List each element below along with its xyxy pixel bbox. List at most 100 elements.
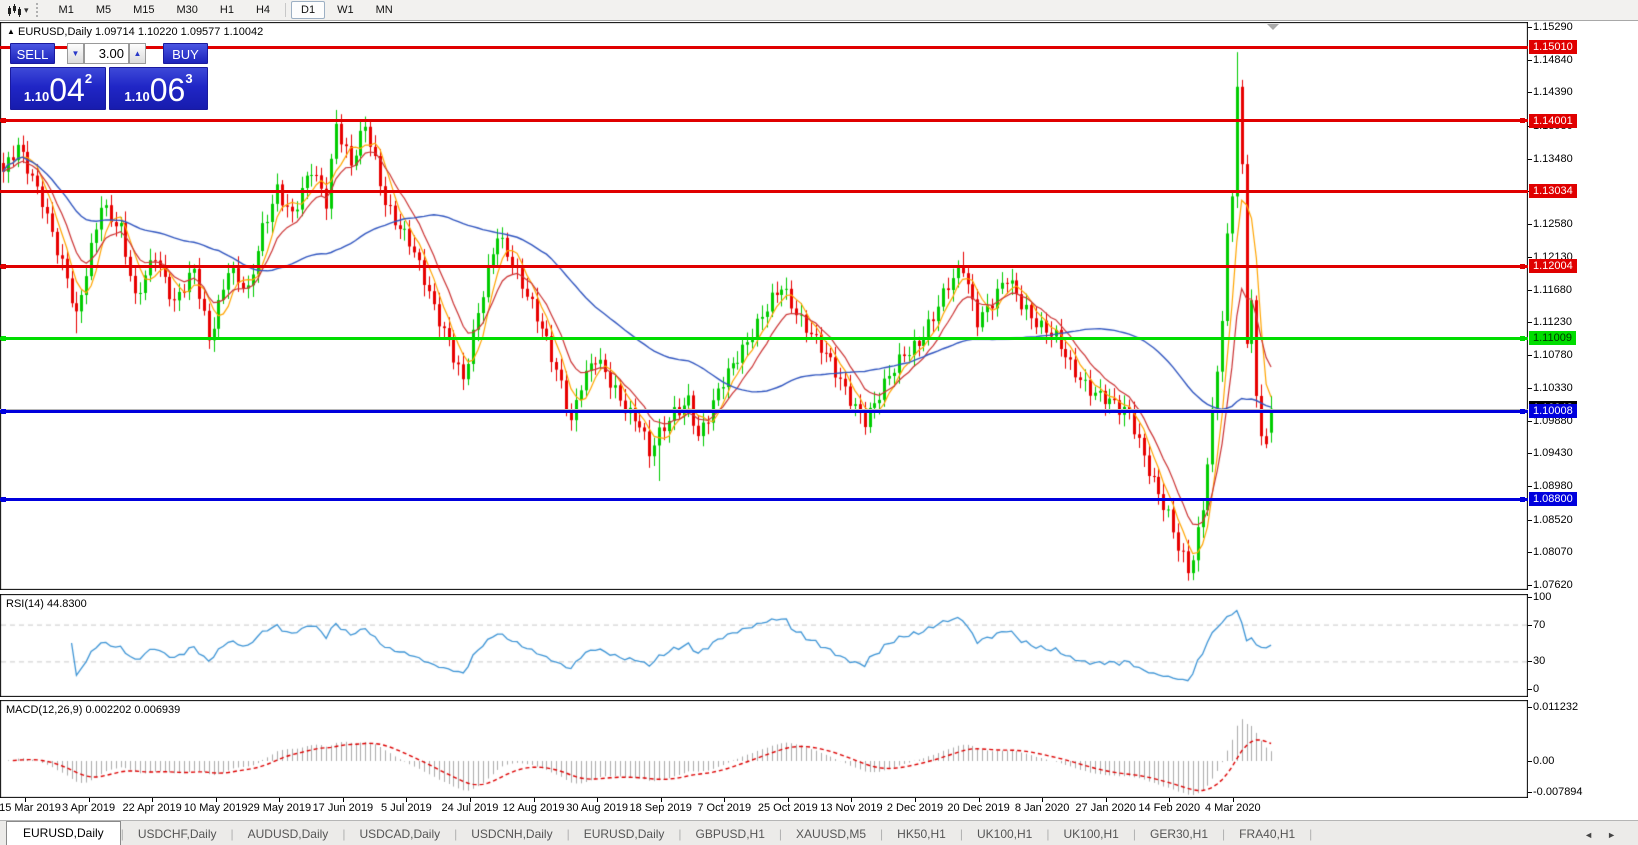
date-label: 10 May 2019 — [183, 802, 248, 814]
symbol-tab-4[interactable]: USDCNH,Daily — [471, 827, 553, 841]
hline-anchor-right[interactable] — [1520, 408, 1525, 414]
symbol-tab-9[interactable]: UK100,H1 — [976, 827, 1033, 841]
price-tick-label: 1.15290 — [1533, 21, 1573, 33]
hline-anchor-left[interactable] — [1, 118, 6, 124]
date-label: 24 Jul 2019 — [441, 802, 499, 814]
symbol-tab-7[interactable]: XAUUSD,M5 — [796, 827, 867, 841]
bid-price-small: 1.10 — [23, 89, 50, 104]
date-tick-mark — [1105, 798, 1107, 802]
timeframe-button-w1[interactable]: W1 — [337, 4, 354, 16]
hline-price-badge: 1.10008 — [1529, 404, 1577, 419]
sell-button[interactable]: SELL — [10, 43, 55, 64]
main-chart-canvas[interactable] — [0, 22, 1528, 590]
price-tick-label: 1.11230 — [1533, 316, 1572, 329]
tab-scroll-right-icon[interactable]: ► — [1607, 830, 1630, 840]
tab-separator: | — [230, 827, 234, 841]
date-tick-mark — [1232, 798, 1234, 802]
date-label: 30 Aug 2019 — [566, 802, 629, 814]
date-label: 25 Oct 2019 — [757, 802, 818, 814]
timeframe-button-m5[interactable]: M5 — [95, 4, 112, 16]
timeframe-button-h1[interactable]: H1 — [219, 4, 234, 16]
chart-collapse-icon[interactable]: ▲ — [7, 27, 15, 36]
bid-price-sup: 2 — [84, 71, 93, 86]
timeframe-button-mn[interactable]: MN — [375, 4, 393, 16]
price-tick-mark — [1528, 519, 1532, 521]
rsi-tick-label: 100 — [1533, 591, 1552, 603]
price-tick-label: 1.08070 — [1533, 546, 1573, 559]
buy-button[interactable]: BUY — [163, 43, 208, 64]
volume-decrease-button[interactable]: ▼ — [67, 43, 84, 64]
hline-1.11009[interactable] — [0, 336, 1528, 340]
macd-pane-canvas[interactable] — [0, 700, 1528, 798]
hline-1.13034[interactable] — [0, 189, 1528, 193]
symbol-tab-0[interactable]: EURUSD,Daily — [6, 821, 121, 845]
hline-1.14001[interactable] — [0, 119, 1528, 123]
price-tick-mark — [1528, 355, 1532, 357]
chart-type-icon[interactable] — [4, 2, 24, 18]
symbol-tab-5[interactable]: EURUSD,Daily — [583, 827, 665, 841]
hline-anchor-right[interactable] — [1520, 335, 1525, 341]
hline-anchor-left[interactable] — [1, 263, 6, 269]
date-label: 18 Sep 2019 — [629, 802, 692, 814]
timeframe-button-m30[interactable]: M30 — [176, 4, 198, 16]
symbol-tab-1[interactable]: USDCHF,Daily — [137, 827, 217, 841]
chart-shift-marker-icon[interactable] — [1267, 24, 1279, 30]
hline-anchor-right[interactable] — [1520, 496, 1525, 502]
volume-increase-button[interactable]: ▲ — [129, 43, 146, 64]
tab-scroll-arrows[interactable]: ◄► — [1584, 830, 1630, 840]
timeframe-buttons: M1 M5 M15 M30 H1 H4 D1 W1 MN — [48, 1, 404, 19]
timeframe-button-m15[interactable]: M15 — [133, 4, 155, 16]
tab-separator: | — [778, 827, 783, 841]
date-tick-mark — [1169, 798, 1171, 802]
timeframe-toolbar: ▾ M1 M5 M15 M30 H1 H4 D1 W1 MN — [0, 0, 1638, 21]
tab-scroll-left-icon[interactable]: ◄ — [1584, 830, 1608, 840]
date-tick-mark — [342, 798, 344, 802]
date-tick-mark — [406, 798, 408, 802]
price-tick-label: 1.12580 — [1533, 218, 1573, 231]
hline-anchor-right[interactable] — [1520, 263, 1525, 269]
date-label: 13 Nov 2019 — [820, 802, 883, 814]
volume-input[interactable] — [84, 43, 129, 64]
macd-tick-label: -0.007894 — [1533, 786, 1583, 798]
symbol-tab-bar: EURUSD,Daily | USDCHF,Daily | AUDUSD,Daily | U… — [0, 820, 1638, 845]
date-label: 5 Jul 2019 — [381, 802, 432, 814]
date-tick-mark — [787, 798, 789, 802]
hline-anchor-left[interactable] — [1, 408, 6, 414]
date-tick-mark — [597, 798, 599, 802]
symbol-tab-8[interactable]: HK50,H1 — [897, 827, 946, 841]
date-tick-mark — [215, 798, 217, 802]
hline-1.08800[interactable] — [0, 497, 1528, 501]
rsi-pane-canvas[interactable] — [0, 594, 1528, 697]
hline-anchor-left[interactable] — [1, 496, 6, 502]
price-tick-mark — [1528, 584, 1532, 586]
hline-1.15010[interactable] — [0, 45, 1528, 49]
hline-1.12004[interactable] — [0, 264, 1528, 268]
date-label: 29 May 2019 — [247, 802, 312, 814]
date-tick-mark — [25, 798, 26, 802]
ask-price-panel[interactable]: 1.10063 — [109, 67, 208, 110]
symbol-tab-6[interactable]: GBPUSD,H1 — [695, 827, 765, 841]
bid-price-panel[interactable]: 1.10042 — [10, 67, 106, 110]
hline-anchor-left[interactable] — [1, 335, 6, 341]
timeframe-button-h4[interactable]: H4 — [255, 4, 271, 16]
symbol-tab-11[interactable]: GER30,H1 — [1149, 827, 1209, 841]
timeframe-button-m1[interactable]: M1 — [58, 4, 74, 16]
hline-1.10008[interactable] — [0, 409, 1528, 413]
chart-type-caret-icon[interactable]: ▾ — [24, 4, 29, 15]
price-tick-mark — [1528, 453, 1532, 455]
symbol-tab-10[interactable]: UK100,H1 — [1063, 827, 1119, 841]
symbol-tabs: EURUSD,Daily | USDCHF,Daily | AUDUSD,Daily | U… — [0, 821, 1312, 845]
symbol-tab-12[interactable]: FRA40,H1 — [1239, 827, 1296, 841]
date-tick-mark — [978, 798, 980, 802]
timeframe-button-d1[interactable]: D1 — [291, 1, 326, 19]
symbol-tab-2[interactable]: AUDUSD,Daily — [247, 827, 329, 841]
chart-title: ▲ EURUSD,Daily 1.09714 1.10220 1.09577 1… — [7, 26, 263, 38]
symbol-tab-3[interactable]: USDCAD,Daily — [359, 827, 441, 841]
date-label: 20 Dec 2019 — [947, 802, 1010, 814]
date-label: 3 Apr 2019 — [61, 802, 116, 814]
tab-separator: | — [1309, 827, 1313, 841]
price-tick-mark — [1528, 420, 1532, 422]
price-tick-label: 1.10780 — [1533, 349, 1573, 362]
hline-price-badge: 1.12004 — [1529, 259, 1577, 274]
hline-anchor-right[interactable] — [1520, 118, 1525, 124]
